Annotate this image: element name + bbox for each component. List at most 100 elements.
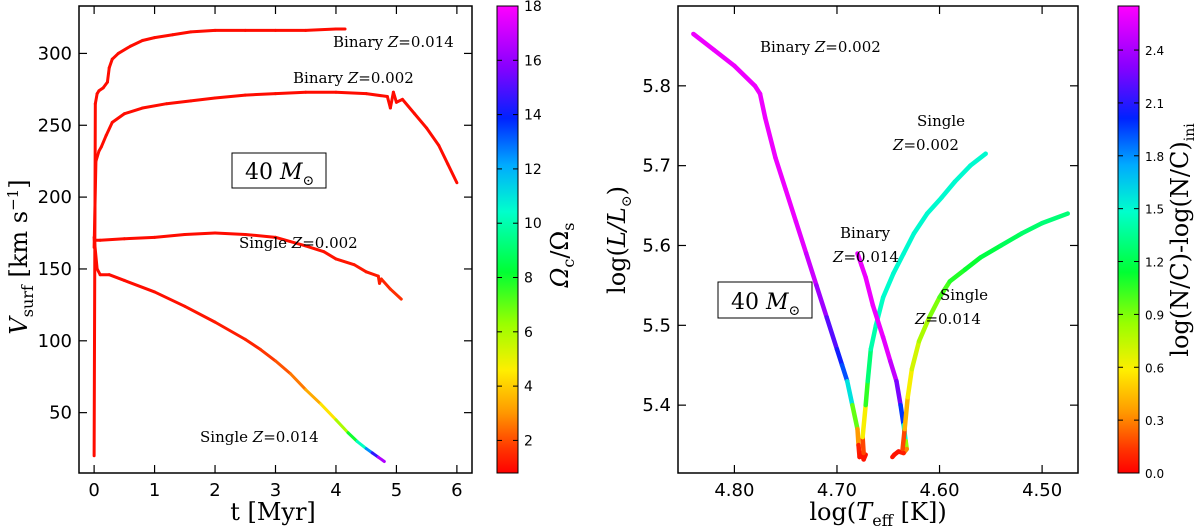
right-series-segment	[891, 251, 906, 276]
right-series-segment	[834, 347, 845, 368]
right-series-segment	[909, 339, 922, 372]
left-series-segment	[140, 36, 157, 42]
left-series-segment	[153, 232, 187, 239]
right-series-segment	[824, 315, 840, 352]
left-series-segment	[153, 290, 187, 308]
right-series-segment	[905, 366, 915, 400]
annotation-binary-z0014-left: Binary Z=0.014	[333, 33, 454, 51]
right-series-segment	[793, 219, 809, 256]
left-series-segment	[346, 431, 359, 443]
right-x-tick-label: 4.60	[919, 480, 959, 501]
left-colorbar-ticks: 2 4 6 8 10 12 14 16 18	[497, 0, 542, 449]
left-series-segment	[171, 30, 193, 37]
right-series-segment	[890, 452, 897, 460]
right-colorbar-tick-label: 2.4	[1145, 44, 1164, 58]
right-y-tick-label: 5.8	[642, 76, 671, 97]
left-series-line	[92, 90, 459, 249]
left-series-segment	[334, 257, 356, 267]
right-series-segment	[968, 151, 988, 168]
left-series-segment	[99, 133, 108, 149]
right-series	[691, 31, 1070, 462]
right-colorbar-ticks: 0.0 0.3 0.6 0.9 1.2 1.5 1.8 2.1 2.4	[1118, 44, 1164, 481]
left-series-segment	[376, 455, 386, 464]
left-colorbar-tick-label: 14	[524, 108, 542, 124]
left-series-segment	[92, 159, 98, 249]
left-series-segment	[243, 92, 277, 97]
right-series-segment	[900, 426, 907, 452]
right-series-segment	[911, 211, 930, 236]
right-series-segment	[880, 271, 896, 300]
left-colorbar-tick-label: 4	[524, 379, 533, 395]
right-series-segment	[880, 335, 893, 364]
left-series-segment	[183, 231, 217, 236]
left-series-segment	[122, 235, 157, 241]
left-y-axis-label: Vsurf [km s−1]	[4, 179, 37, 334]
left-axis-ticks: 0 1 2 3 4 5 6 50 100 150 200 250 300	[38, 6, 472, 501]
left-series-segment	[304, 244, 326, 254]
right-x-axis-label: log(Teff [K])	[809, 498, 946, 528]
right-plot-frame	[677, 5, 1079, 474]
left-series-segment	[183, 304, 217, 324]
right-series-segment	[924, 195, 944, 216]
right-y-tick-label: 5.5	[642, 315, 671, 336]
right-series-segment	[711, 47, 737, 69]
right-mass-box-label: 40 M⊙	[731, 290, 800, 319]
left-y-tick-label: 150	[38, 259, 72, 280]
left-series-segment	[304, 27, 338, 32]
right-series-segment	[691, 31, 717, 53]
right-series-segment	[757, 91, 768, 121]
left-series-segment	[391, 90, 398, 104]
right-series-segment	[916, 315, 932, 344]
left-series-segment	[274, 359, 293, 376]
right-series-line	[855, 251, 909, 460]
annotation-binary-z0002-right: Binary Z=0.002	[760, 38, 881, 56]
annotation-single-z0014-right: Single Z=0.014	[914, 286, 988, 328]
right-series-segment	[839, 362, 850, 384]
left-x-axis-label: t [Myr]	[230, 498, 316, 526]
left-series-segment	[364, 92, 389, 99]
right-axis-ticks: 4.80 4.70 4.60 4.50 5.4 5.5 5.6 5.7 5.8	[642, 6, 1078, 501]
left-series-segment	[352, 263, 368, 274]
left-colorbar-tick-label: 8	[524, 271, 533, 287]
left-x-tick-label: 2	[209, 480, 220, 501]
left-series-segment	[274, 90, 308, 96]
left-colorbar	[496, 5, 519, 474]
right-series-segment	[902, 394, 910, 432]
left-colorbar-tick-label: 12	[524, 162, 542, 178]
left-series-segment	[355, 439, 368, 451]
right-series-segment	[888, 358, 899, 384]
right-series-segment	[860, 402, 868, 440]
right-series-segment	[1019, 220, 1045, 236]
right-series-segment	[863, 275, 876, 308]
annotation-binary-z0014-line1: Binary	[840, 224, 891, 242]
left-mass-box: 40 M⊙	[231, 152, 327, 189]
left-series-segment	[213, 93, 247, 100]
right-series-segment	[901, 231, 917, 256]
left-series-segment	[334, 418, 350, 435]
left-x-tick-label: 1	[149, 480, 160, 501]
left-colorbar-tick-label: 10	[524, 216, 542, 232]
left-x-tick-label: 5	[391, 480, 402, 501]
right-series-line	[900, 211, 1070, 452]
right-mass-box: 40 M⊙	[717, 281, 813, 319]
left-series-segment	[213, 320, 247, 341]
left-series-segment	[213, 231, 247, 236]
left-series-segment	[189, 96, 217, 103]
right-series-segment	[868, 323, 879, 352]
left-series-segment	[116, 44, 132, 55]
right-x-tick-label: 4.70	[817, 480, 857, 501]
right-colorbar-tick-label: 0.9	[1145, 308, 1164, 322]
right-series-segment	[927, 295, 942, 320]
left-colorbar-tick-label: 18	[524, 0, 542, 15]
right-series-segment	[947, 267, 968, 284]
left-series-segment	[110, 112, 126, 124]
right-y-tick-label: 5.6	[642, 235, 671, 256]
right-x-tick-label: 4.80	[714, 480, 754, 501]
right-colorbar-tick-label: 0.0	[1145, 467, 1164, 481]
left-series-segment	[274, 235, 308, 248]
annotation-single-z0014-line1: Single	[940, 286, 988, 304]
right-series-segment	[814, 283, 829, 320]
left-series-line	[94, 231, 403, 301]
right-series-segment	[870, 303, 886, 340]
right-series-line	[691, 31, 868, 462]
